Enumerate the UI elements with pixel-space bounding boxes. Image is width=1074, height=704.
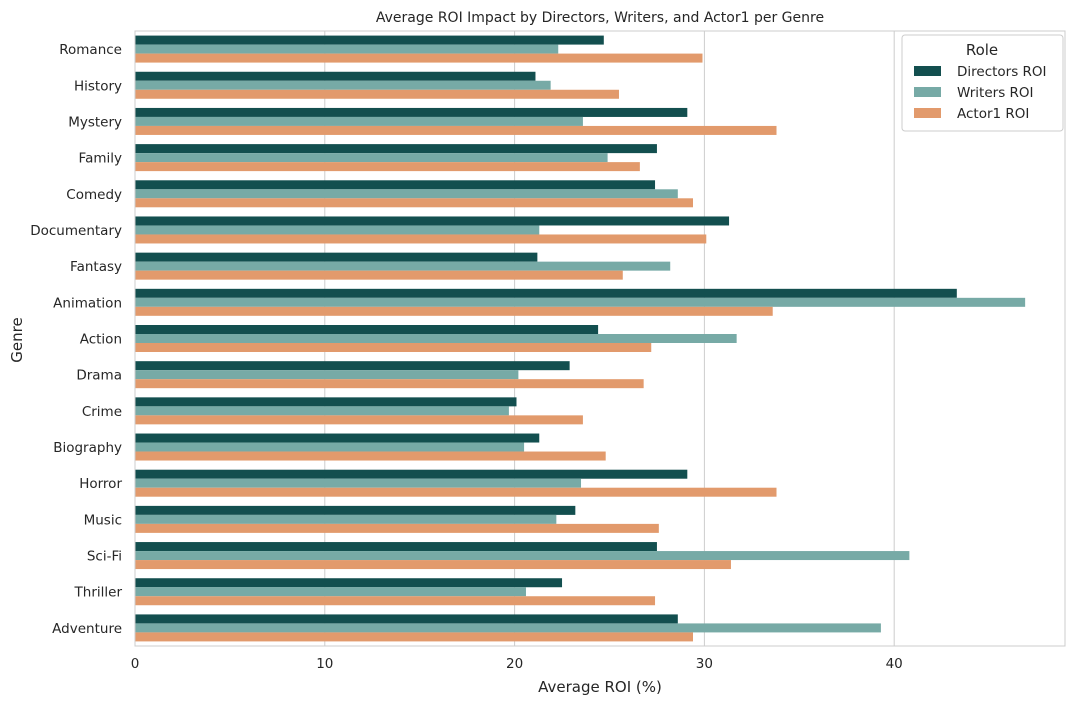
y-tick-label: Biography — [53, 440, 122, 456]
bar — [135, 551, 910, 561]
bar — [135, 225, 540, 235]
y-axis-label: Genre — [8, 317, 26, 362]
legend-items: Directors ROI Writers ROI Actor1 ROI — [914, 64, 1047, 122]
bars — [135, 35, 1026, 642]
bar — [135, 234, 707, 244]
bar — [135, 288, 957, 298]
y-tick-label: Sci-Fi — [87, 549, 122, 565]
bar — [135, 487, 777, 497]
y-tick-label: Music — [84, 512, 122, 528]
legend: Role Directors ROI Writers ROI Actor1 ROI — [901, 34, 1064, 132]
bar — [135, 53, 703, 63]
y-tick-label: Horror — [79, 476, 122, 492]
bar — [135, 162, 640, 172]
x-tick-labels: 0 10 20 30 40 — [131, 656, 903, 672]
bar — [135, 107, 688, 117]
y-tick-label: Fantasy — [70, 259, 122, 275]
bar — [135, 198, 693, 208]
bar — [135, 252, 538, 262]
y-tick-label: Comedy — [66, 187, 122, 203]
bar — [135, 478, 582, 488]
bar — [135, 406, 509, 416]
bar — [135, 442, 525, 452]
bar — [135, 116, 583, 126]
bar — [135, 587, 526, 597]
y-tick-label: History — [74, 78, 122, 94]
y-tick-label: Mystery — [68, 114, 122, 130]
x-tick-label: 30 — [696, 656, 713, 672]
bar — [135, 71, 536, 81]
bar — [135, 261, 671, 271]
y-tick-labels: Romance History Mystery Family Comedy Documen… — [30, 42, 122, 637]
y-tick-label: Drama — [76, 368, 122, 384]
legend-title: Role — [966, 41, 998, 59]
legend-box — [901, 34, 1064, 132]
bar — [135, 343, 652, 352]
bar — [135, 334, 737, 343]
bar — [135, 596, 656, 606]
legend-label: Actor1 ROI — [957, 106, 1029, 122]
legend-swatch — [914, 108, 941, 118]
bar — [135, 270, 623, 280]
bar — [135, 433, 540, 443]
y-tick-label: Crime — [82, 404, 122, 420]
bar — [135, 415, 583, 425]
bar — [135, 469, 688, 479]
bar — [135, 397, 517, 407]
bar — [135, 632, 693, 642]
bar — [135, 35, 604, 45]
bar — [135, 623, 881, 633]
x-tick-label: 40 — [886, 656, 903, 672]
bar — [135, 153, 608, 163]
y-tick-label: Animation — [53, 295, 122, 311]
bar — [135, 451, 606, 461]
bar — [135, 361, 570, 371]
y-tick-label: Family — [79, 151, 122, 167]
bar — [135, 89, 619, 99]
chart-title: Average ROI Impact by Directors, Writers… — [376, 10, 824, 26]
legend-swatch — [914, 66, 941, 76]
bar — [135, 44, 559, 54]
legend-label: Writers ROI — [957, 85, 1034, 101]
bar — [135, 379, 644, 389]
plot-frame — [134, 30, 1066, 647]
bar — [135, 523, 659, 533]
bar — [135, 560, 731, 570]
bar — [135, 542, 657, 552]
x-tick-label: 10 — [316, 656, 333, 672]
bar — [135, 216, 730, 226]
bar — [135, 180, 656, 190]
bar — [135, 80, 551, 90]
x-tick-label: 0 — [131, 656, 140, 672]
bar — [135, 125, 777, 135]
y-tick-label: Adventure — [52, 621, 122, 637]
x-tick-label: 20 — [506, 656, 523, 672]
bar — [135, 325, 599, 334]
y-tick-label: Romance — [59, 42, 122, 58]
bar — [135, 505, 576, 515]
y-tick-label: Action — [80, 332, 122, 348]
bar — [135, 578, 563, 588]
y-tick-label: Documentary — [30, 223, 122, 239]
legend-swatch — [914, 87, 941, 97]
legend-label: Directors ROI — [957, 64, 1047, 80]
bar — [135, 189, 678, 199]
bar — [135, 297, 1026, 307]
bar — [135, 144, 657, 154]
bar — [135, 614, 678, 624]
y-tick-label: Thriller — [74, 585, 123, 601]
bar — [135, 306, 773, 316]
bar — [135, 370, 519, 380]
x-axis-label: Average ROI (%) — [538, 678, 662, 696]
bar — [135, 514, 557, 524]
